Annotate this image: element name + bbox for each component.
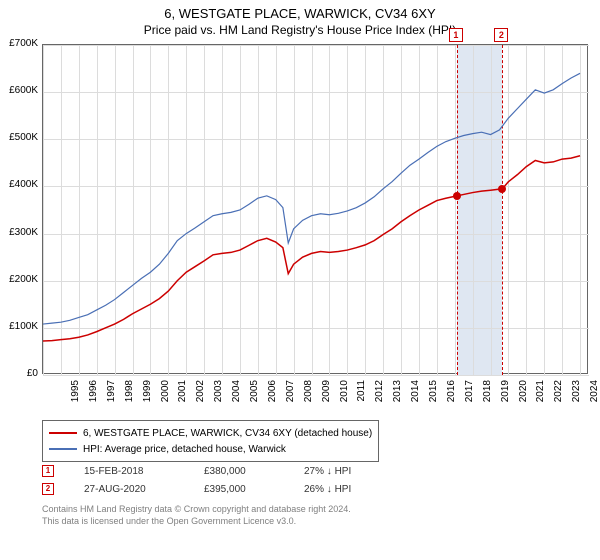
legend: 6, WESTGATE PLACE, WARWICK, CV34 6XY (de… [42, 420, 379, 462]
x-tick-label: 2017 [464, 380, 475, 410]
chart-container: 6, WESTGATE PLACE, WARWICK, CV34 6XY Pri… [0, 0, 600, 560]
x-tick-label: 2020 [518, 380, 529, 410]
x-tick-label: 2001 [177, 380, 188, 410]
sales-row: 1 15-FEB-2018 £380,000 27% ↓ HPI [42, 462, 351, 480]
sale-price: £380,000 [204, 466, 274, 477]
x-tick-label: 2021 [535, 380, 546, 410]
x-tick-label: 1996 [88, 380, 99, 410]
x-tick-label: 2024 [589, 380, 600, 410]
sale-delta: 26% ↓ HPI [304, 484, 351, 495]
y-tick-label: £500K [2, 132, 38, 143]
sale-marker-icon: 2 [42, 483, 54, 495]
footer-line2: This data is licensed under the Open Gov… [42, 516, 351, 528]
sale-delta: 27% ↓ HPI [304, 466, 351, 477]
sale-marker-top: 2 [494, 28, 508, 42]
chart-title: 6, WESTGATE PLACE, WARWICK, CV34 6XY [10, 6, 590, 21]
legend-item-property: 6, WESTGATE PLACE, WARWICK, CV34 6XY (de… [49, 425, 372, 441]
y-tick-label: £300K [2, 227, 38, 238]
x-tick-label: 1998 [124, 380, 135, 410]
x-tick-label: 2023 [571, 380, 582, 410]
y-tick-label: £600K [2, 85, 38, 96]
x-tick-label: 2004 [231, 380, 242, 410]
x-tick-label: 2005 [249, 380, 260, 410]
footer-line1: Contains HM Land Registry data © Crown c… [42, 504, 351, 516]
x-tick-label: 2013 [392, 380, 403, 410]
sales-table: 1 15-FEB-2018 £380,000 27% ↓ HPI 2 27-AUG-202… [42, 462, 351, 498]
x-tick-label: 1995 [70, 380, 81, 410]
x-tick-label: 2014 [410, 380, 421, 410]
x-tick-label: 2009 [321, 380, 332, 410]
x-tick-label: 2008 [303, 380, 314, 410]
gridline [43, 375, 589, 376]
x-tick-label: 2010 [339, 380, 350, 410]
x-tick-label: 1997 [106, 380, 117, 410]
x-tick-label: 2000 [160, 380, 171, 410]
plot-area [42, 44, 588, 374]
series-hpi [43, 73, 580, 324]
x-tick-label: 2016 [446, 380, 457, 410]
y-tick-label: £200K [2, 274, 38, 285]
sale-marker-top: 1 [449, 28, 463, 42]
x-tick-label: 2012 [374, 380, 385, 410]
legend-item-hpi: HPI: Average price, detached house, Warw… [49, 441, 372, 457]
x-tick-label: 2018 [482, 380, 493, 410]
legend-label-property: 6, WESTGATE PLACE, WARWICK, CV34 6XY (de… [83, 428, 372, 439]
legend-swatch-property [49, 432, 77, 434]
x-tick-label: 2011 [356, 380, 367, 410]
x-tick-label: 2003 [213, 380, 224, 410]
series-svg [43, 45, 589, 375]
sale-date: 27-AUG-2020 [84, 484, 174, 495]
sales-row: 2 27-AUG-2020 £395,000 26% ↓ HPI [42, 480, 351, 498]
y-tick-label: £700K [2, 38, 38, 49]
series-property [43, 156, 580, 341]
x-tick-label: 2019 [500, 380, 511, 410]
y-tick-label: £100K [2, 321, 38, 332]
legend-swatch-hpi [49, 448, 77, 450]
legend-label-hpi: HPI: Average price, detached house, Warw… [83, 444, 286, 455]
y-tick-label: £400K [2, 179, 38, 190]
x-tick-label: 2022 [553, 380, 564, 410]
x-tick-label: 1999 [142, 380, 153, 410]
x-tick-label: 2002 [195, 380, 206, 410]
x-tick-label: 2007 [285, 380, 296, 410]
sale-marker-icon: 1 [42, 465, 54, 477]
x-tick-label: 2015 [428, 380, 439, 410]
y-tick-label: £0 [2, 368, 38, 379]
footer-attribution: Contains HM Land Registry data © Crown c… [42, 504, 351, 527]
sale-price: £395,000 [204, 484, 274, 495]
x-tick-label: 2006 [267, 380, 278, 410]
sale-date: 15-FEB-2018 [84, 466, 174, 477]
